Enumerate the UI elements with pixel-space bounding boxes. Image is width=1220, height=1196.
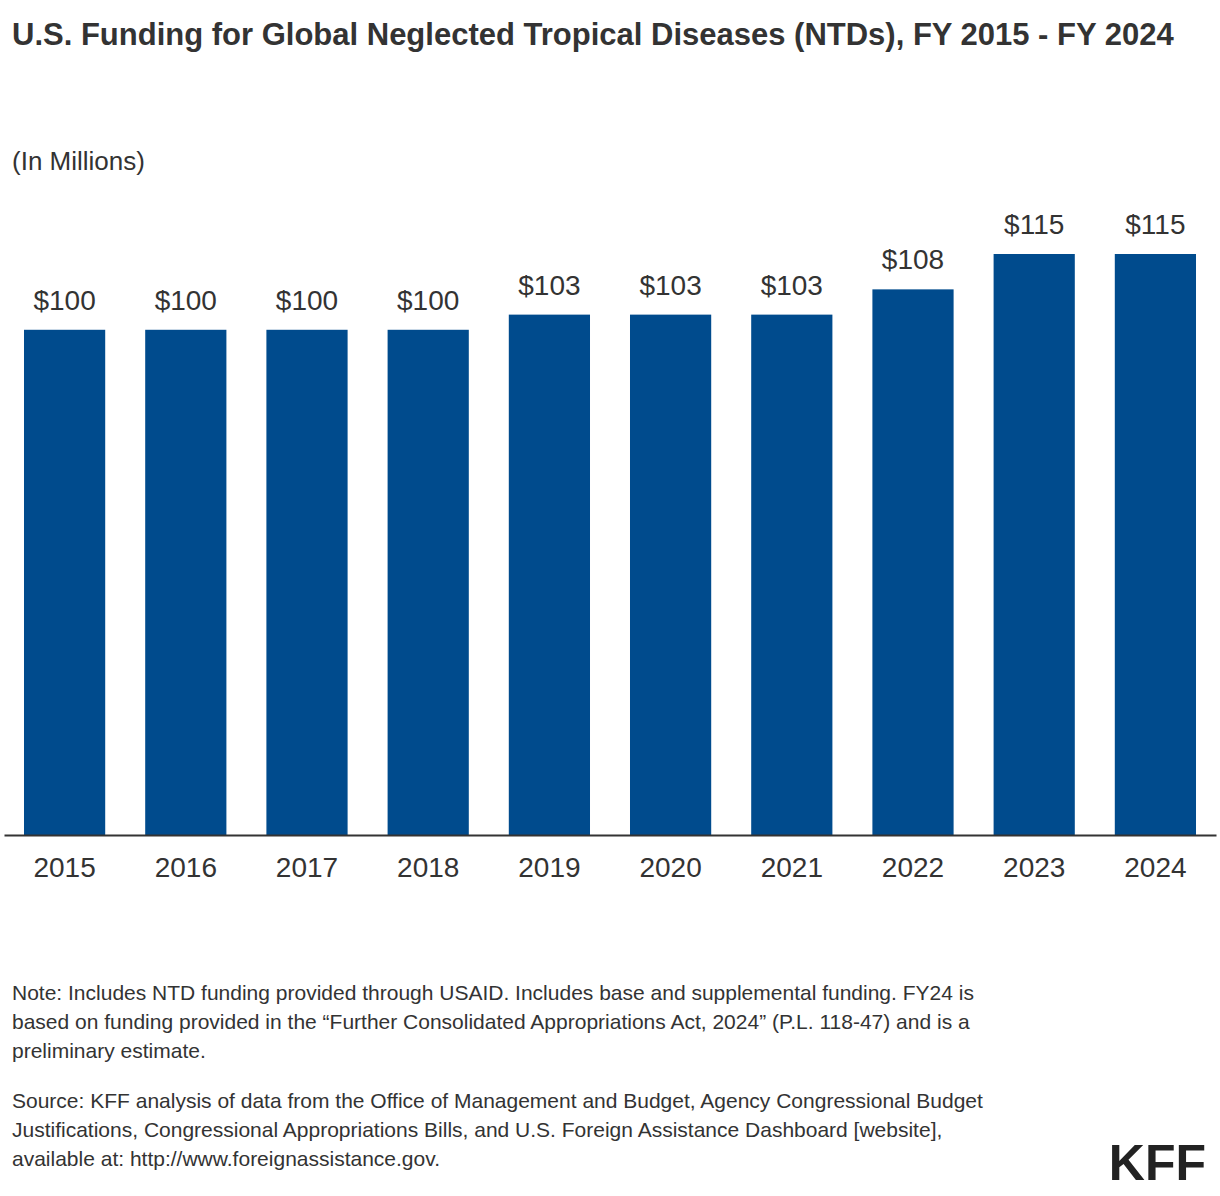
tick: 2018 (397, 835, 459, 883)
tick: 2017 (276, 835, 338, 883)
title: U.S. Funding for Global Neglected Tropic… (12, 17, 1174, 52)
tick: 2016 (155, 835, 217, 883)
bar (630, 315, 711, 835)
tick-label: 2019 (518, 852, 580, 883)
tick: 2023 (1003, 835, 1065, 883)
text-line: available at: http://www.foreignassistan… (12, 1147, 440, 1170)
tick: 2020 (639, 835, 701, 883)
tick-label: 2018 (397, 852, 459, 883)
text-line: U.S. Funding for Global Neglected Tropic… (12, 17, 1174, 52)
tick: 2019 (518, 835, 580, 883)
tick: 2022 (882, 835, 944, 883)
bar (994, 254, 1075, 835)
tick: 2015 (33, 835, 95, 883)
data-label: $100 (397, 285, 459, 316)
bar (24, 330, 105, 835)
tick-label: 2024 (1124, 852, 1186, 883)
note: Note: Includes NTD funding provided thro… (12, 981, 974, 1062)
text-line: Note: Includes NTD funding provided thro… (12, 981, 974, 1004)
tick-label: 2015 (33, 852, 95, 883)
bar (1115, 254, 1196, 835)
data-label: $103 (639, 270, 701, 301)
bar (872, 289, 953, 835)
bar (751, 315, 832, 835)
axis-line (5, 835, 1217, 837)
bars (24, 254, 1196, 835)
x-axis: 2015 2016 2017 2018 2019 2020 2021 2022 2023 2024 (5, 835, 1217, 883)
tick-label: 2020 (639, 852, 701, 883)
tick: 2021 (761, 835, 823, 883)
chart: U.S. Funding for Global Neglected Tropic… (0, 0, 1220, 1196)
bar (509, 315, 590, 835)
tick: 2024 (1124, 835, 1186, 883)
tick-label: 2017 (276, 852, 338, 883)
data-label: $115 (1125, 209, 1185, 240)
tick-label: 2021 (761, 852, 823, 883)
subtitle: (In Millions) (12, 146, 145, 176)
data-label: $100 (33, 285, 95, 316)
tick-label: 2022 (882, 852, 944, 883)
source: Source: KFF analysis of data from the Of… (12, 1089, 983, 1170)
data-labels: $100 $100 $100 $100 $103 $103 $103 $108 $115 $115 (33, 209, 1185, 316)
tick-label: 2016 (155, 852, 217, 883)
data-label: $103 (761, 270, 823, 301)
text-line: Justifications, Congressional Appropriat… (12, 1118, 942, 1141)
data-label: $108 (882, 244, 944, 275)
data-label: $100 (276, 285, 338, 316)
bar (145, 330, 226, 835)
data-label: $100 (155, 285, 217, 316)
text-line: Source: KFF analysis of data from the Of… (12, 1089, 983, 1112)
text-line: preliminary estimate. (12, 1039, 206, 1062)
text-line: based on funding provided in the “Furthe… (12, 1010, 970, 1033)
data-label: $115 (1004, 209, 1064, 240)
data-label: $103 (518, 270, 580, 301)
bar (388, 330, 469, 835)
bar (266, 330, 347, 835)
tick-label: 2023 (1003, 852, 1065, 883)
logo: KFF (1109, 1135, 1206, 1191)
